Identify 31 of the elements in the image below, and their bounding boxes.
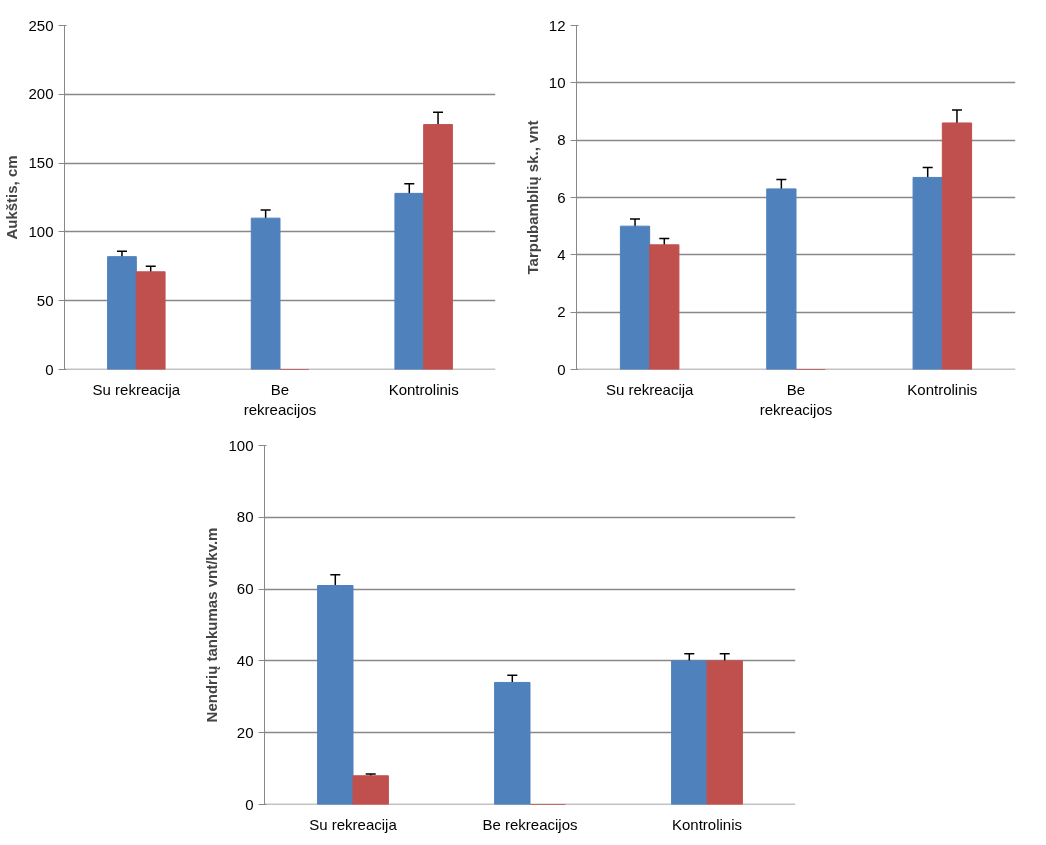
y-tick-label: 6 (557, 188, 566, 206)
x-tick-label: Kontrolinis (388, 380, 459, 398)
x-tick-label: Kontrolinis (671, 815, 743, 833)
y-tick-label: 0 (45, 360, 54, 378)
x-tick-label: Be rekreacijos (243, 380, 317, 418)
y-axis-title: Aukštis, cm (3, 155, 21, 240)
y-tick-label: 50 (36, 291, 54, 309)
y-tick-label: 200 (28, 85, 54, 103)
y-tick-label: 4 (557, 245, 566, 263)
x-tick-label: Su rekreacija (605, 380, 695, 398)
y-tick-label: 12 (548, 16, 566, 34)
y-tick-label: 10 (548, 73, 566, 91)
x-tick-label: Su rekreacija (309, 815, 398, 833)
x-tick-label: Be rekreacijos (759, 380, 833, 418)
y-tick-label: 100 (228, 436, 254, 454)
y-tick-label: 250 (28, 16, 54, 34)
x-tick-label: Kontrolinis (907, 380, 978, 398)
y-tick-label: 80 (236, 508, 254, 526)
y-tick-label: 0 (557, 360, 566, 378)
y-axis-title: Tarpubamblių sk., vnt (523, 120, 541, 275)
x-tick-label: Su rekreacija (92, 380, 181, 398)
y-tick-label: 20 (236, 723, 254, 741)
y-tick-label: 2 (557, 303, 566, 321)
y-tick-label: 60 (236, 580, 254, 598)
y-axis-title: Nendrių tankumas vnt/kv.m (203, 527, 221, 723)
y-tick-label: 8 (557, 131, 566, 149)
y-tick-label: 0 (245, 795, 254, 813)
y-tick-label: 40 (236, 651, 254, 669)
y-tick-label: 100 (28, 222, 54, 240)
x-tick-label: Be rekreacijos (482, 815, 578, 833)
y-tick-label: 150 (28, 154, 54, 172)
